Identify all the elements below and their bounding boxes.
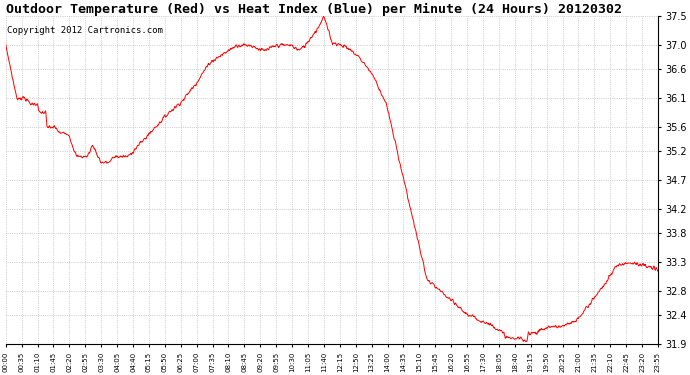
Text: Outdoor Temperature (Red) vs Heat Index (Blue) per Minute (24 Hours) 20120302: Outdoor Temperature (Red) vs Heat Index … [6, 3, 622, 16]
Text: Copyright 2012 Cartronics.com: Copyright 2012 Cartronics.com [7, 26, 163, 35]
